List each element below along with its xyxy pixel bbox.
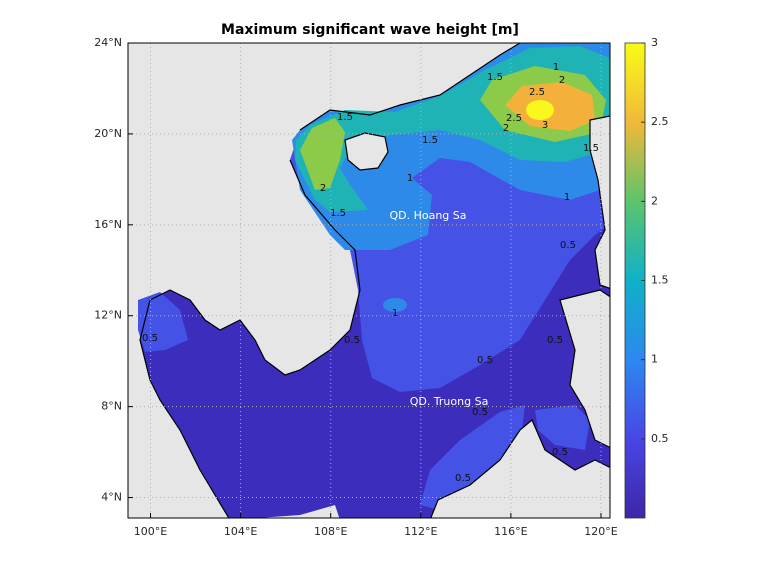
colorbar-tick-label: 1.5 bbox=[651, 274, 669, 287]
contour-label: 1 bbox=[392, 308, 398, 319]
borneo bbox=[430, 419, 610, 518]
coastline bbox=[139, 43, 521, 518]
map-frame bbox=[127, 42, 611, 519]
grid bbox=[128, 43, 610, 518]
contour-label: 2.5 bbox=[506, 113, 522, 124]
x-tick-label: 120°E bbox=[584, 525, 617, 538]
contour-label: 0.5 bbox=[472, 407, 488, 418]
contour-label: 1.5 bbox=[330, 208, 346, 219]
contour-label: 2.5 bbox=[529, 87, 545, 98]
contour-label: 1.5 bbox=[422, 135, 438, 146]
x-tick-label: 104°E bbox=[224, 525, 257, 538]
x-tick-label: 100°E bbox=[134, 525, 167, 538]
sea-0.5-1 bbox=[420, 405, 525, 510]
contour-label: 0.5 bbox=[142, 333, 158, 344]
contour-label: 2 bbox=[559, 75, 565, 86]
sea-2-2.5 bbox=[300, 118, 345, 190]
colorbar-tick-label: 3 bbox=[651, 36, 658, 49]
contour-label: 2 bbox=[320, 183, 326, 194]
sea-gt-3 bbox=[526, 100, 554, 120]
map-title: Maximum significant wave height [m] bbox=[221, 22, 519, 38]
philippines-south bbox=[559, 289, 610, 449]
colorbar-tick-label: 1 bbox=[651, 353, 658, 366]
philippines bbox=[589, 115, 610, 289]
y-tick-label: 20°N bbox=[94, 127, 122, 140]
y-tick-label: 4°N bbox=[101, 491, 122, 504]
contour-label: 1 bbox=[564, 192, 570, 203]
colorbar-tick-label: 0.5 bbox=[651, 432, 669, 445]
colorbar-tick-label: 2 bbox=[651, 194, 658, 207]
y-tick-label: 24°N bbox=[94, 36, 122, 49]
annotation: QD. Hoang Sa bbox=[389, 209, 466, 222]
contour-label: 1.5 bbox=[487, 72, 503, 83]
sea-0.5-1 bbox=[535, 405, 590, 450]
contour-label: 0.5 bbox=[560, 240, 576, 251]
colorbar-tick-label: 2.5 bbox=[651, 115, 669, 128]
sea-1-1.5 bbox=[383, 298, 407, 312]
contour-label: 0.5 bbox=[455, 473, 471, 484]
contour-labels: 1 2 2.5 1.5 2.5 3 2 1.5 1 1.5 1.5 1 2 1.… bbox=[142, 62, 599, 484]
contour-label: 0.5 bbox=[344, 335, 360, 346]
contour-label: 1.5 bbox=[583, 143, 599, 154]
contour-label: 0.5 bbox=[552, 447, 568, 458]
x-tick-label: 108°E bbox=[314, 525, 347, 538]
y-tick-label: 12°N bbox=[94, 309, 122, 322]
y-tick-label: 16°N bbox=[94, 218, 122, 231]
annotation: QD. Truong Sa bbox=[410, 395, 489, 408]
contour-label: 1.5 bbox=[337, 112, 353, 123]
y-tick-label: 8°N bbox=[101, 400, 122, 413]
contour-label: 0.5 bbox=[477, 355, 493, 366]
contour-label: 1 bbox=[553, 62, 559, 73]
contour-label: 0.5 bbox=[547, 335, 563, 346]
x-tick-label: 116°E bbox=[494, 525, 527, 538]
x-tick-label: 112°E bbox=[404, 525, 437, 538]
contour-label: 1 bbox=[407, 173, 413, 184]
contour-label: 2 bbox=[503, 123, 509, 134]
map-area: 1 2 2.5 1.5 2.5 3 2 1.5 1 1.5 1.5 1 2 1.… bbox=[128, 43, 610, 518]
contour-label: 3 bbox=[542, 120, 548, 131]
